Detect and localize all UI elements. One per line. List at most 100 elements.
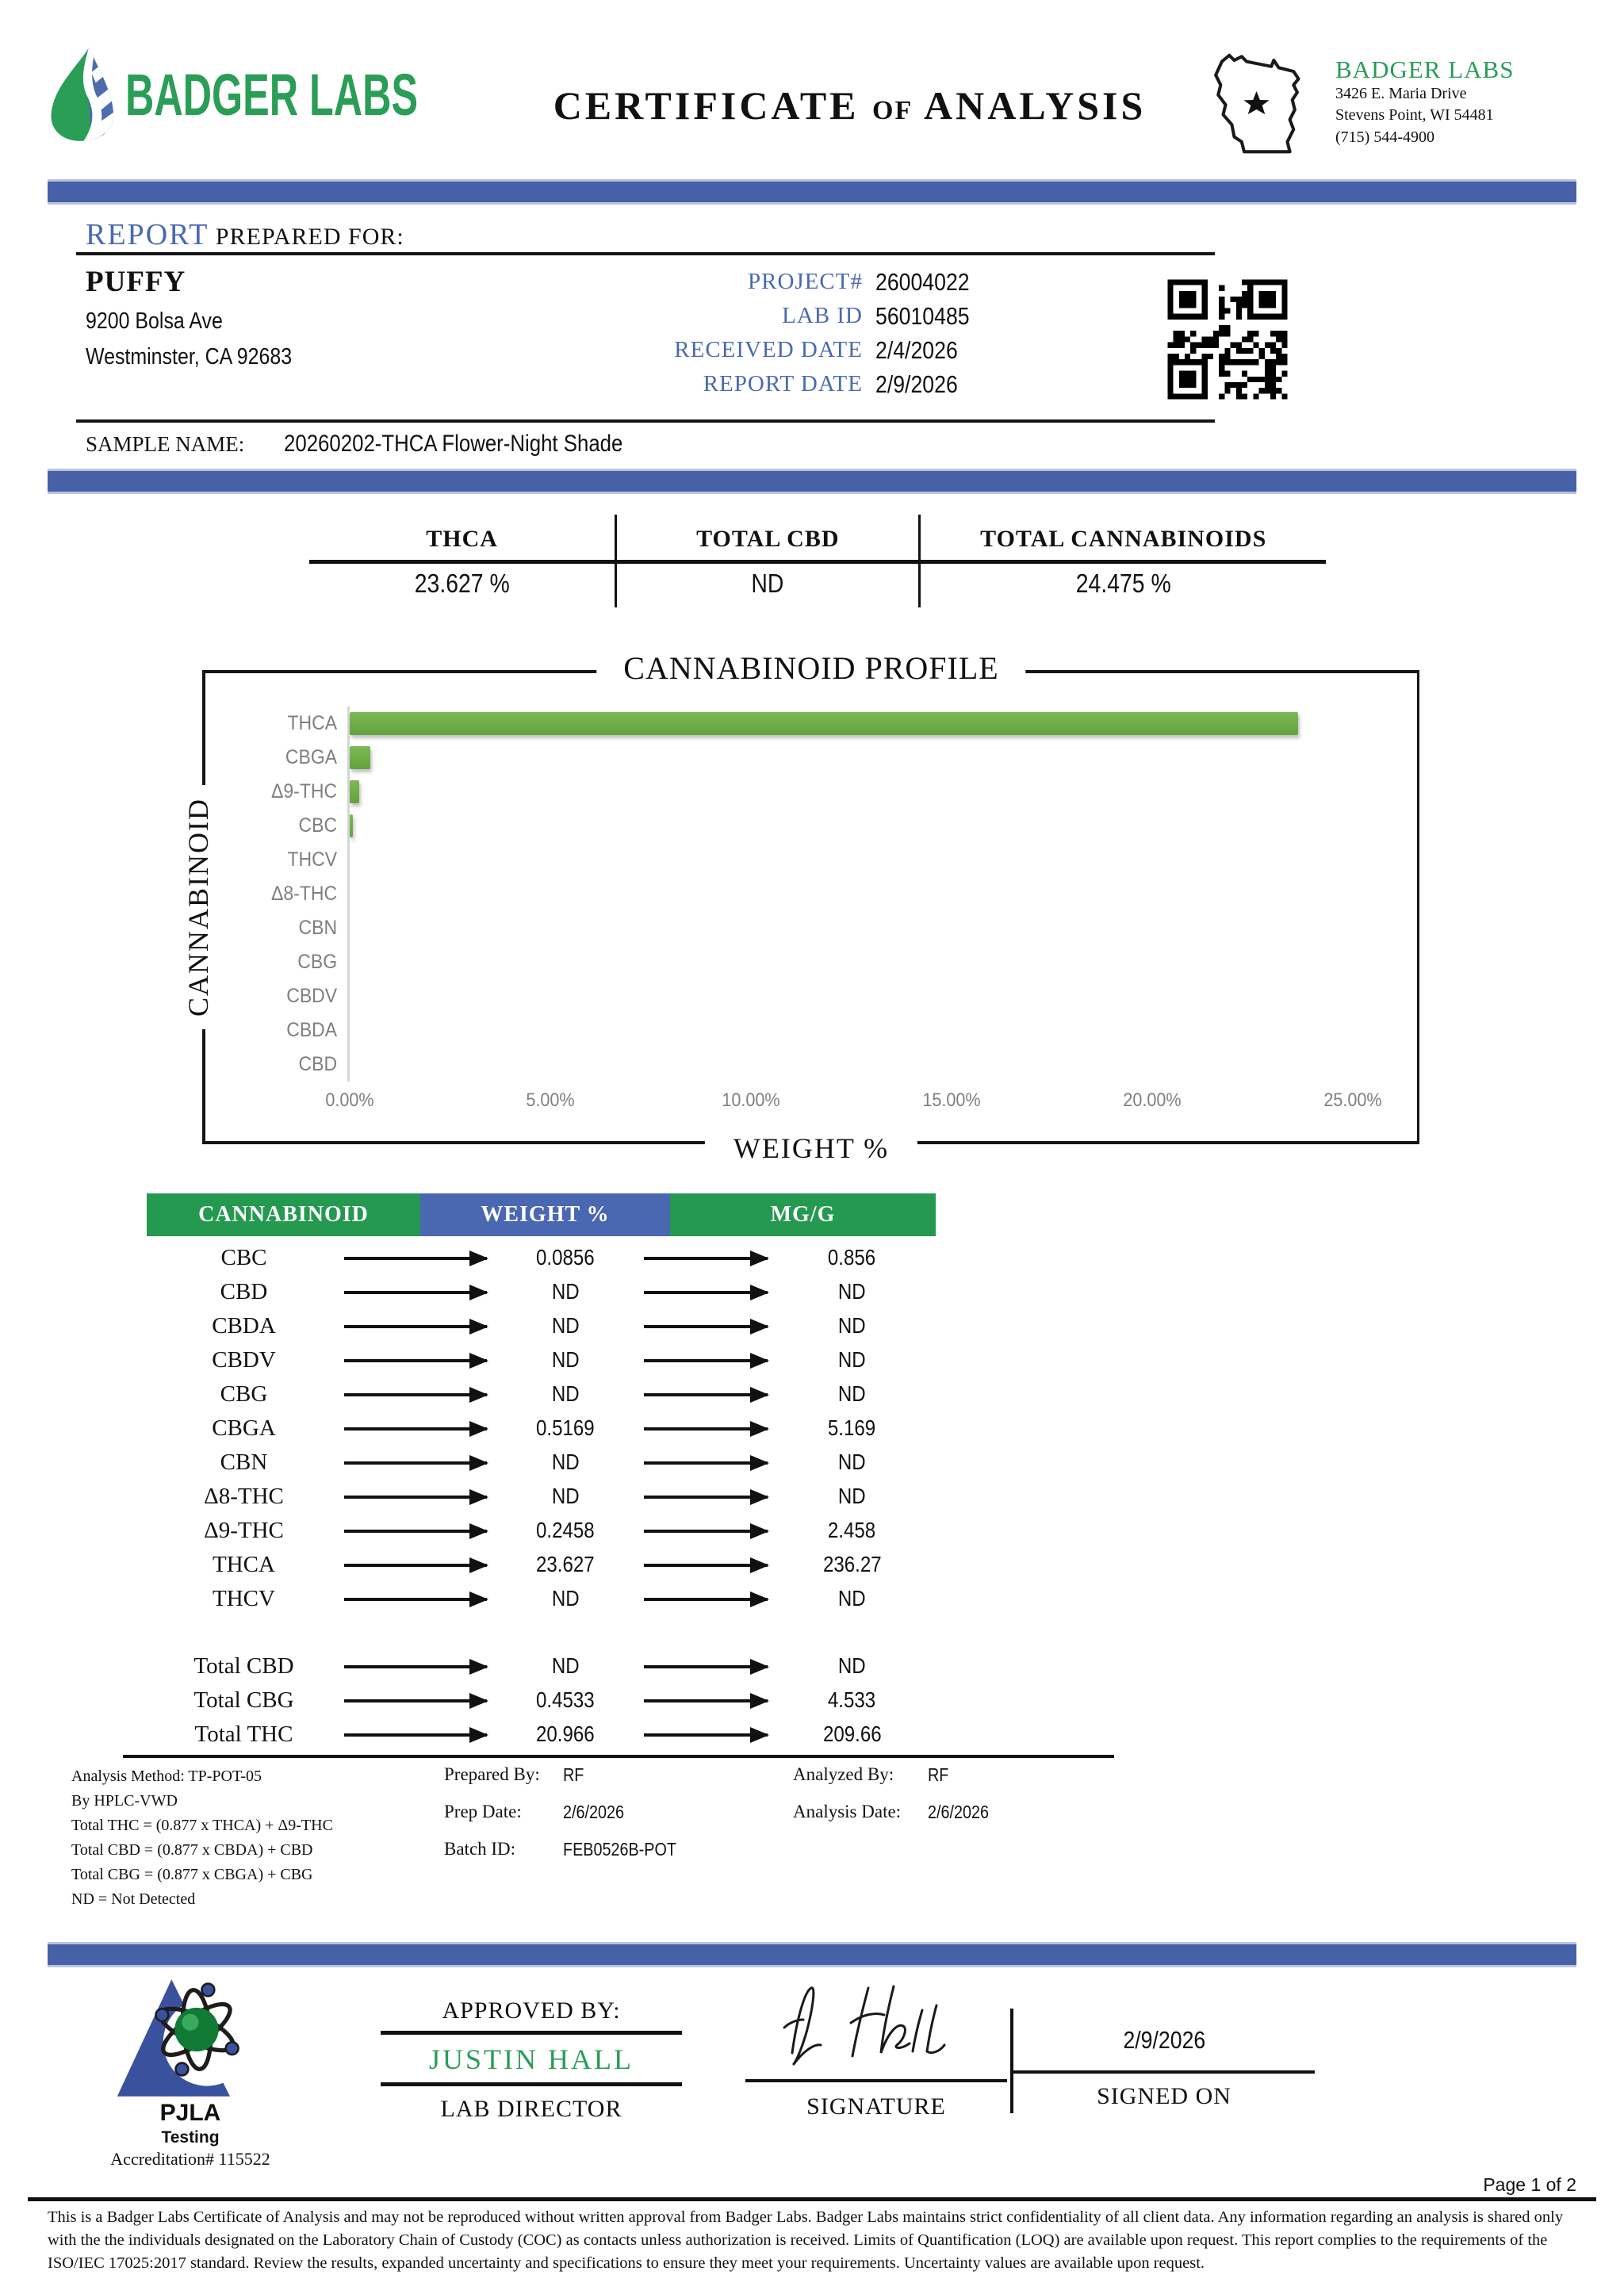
- row-weight: ND: [551, 1450, 580, 1474]
- title-of: of: [872, 96, 914, 125]
- chart-bar: [350, 746, 371, 769]
- row-cannabinoid: THCV: [213, 1586, 275, 1611]
- summary-columns: THCA 23.627 % TOTAL CBD ND TOTAL CANNABINOID…: [309, 515, 1326, 607]
- footnote-line: Total CBD = (0.877 x CBDA) + CBD: [71, 1841, 313, 1859]
- star-icon: [1243, 90, 1270, 115]
- chart-track: [347, 1013, 1353, 1047]
- chart-row: CBN: [205, 911, 1417, 945]
- prep-info: Prepared By: RF Prep Date: 2/6/2026 Batch …: [420, 1764, 793, 1912]
- footnote-line: Analysis Method: TP-POT-05: [71, 1768, 262, 1785]
- chart-row: Δ9-THC: [205, 775, 1417, 809]
- chart-category-label: CBD: [298, 1053, 338, 1075]
- summary-table: THCA 23.627 % TOTAL CBD ND TOTAL CANNABINOID…: [309, 515, 1326, 611]
- chart-track: [347, 1047, 1353, 1082]
- row-cannabinoid: CBDV: [212, 1347, 276, 1373]
- chart-row: Δ8-THC: [205, 877, 1417, 911]
- row-cannabinoid: Total CBD: [193, 1653, 294, 1679]
- row-weight: 0.2458: [536, 1518, 595, 1542]
- client-block: PUFFY 9200 Bolsa Ave Westminster, CA 926…: [48, 263, 530, 415]
- arrow-icon: [344, 1563, 487, 1567]
- arrow-icon: [344, 1495, 487, 1499]
- rule-above-sample: [76, 419, 1215, 423]
- chart-track: [347, 741, 1353, 775]
- row-weight: 20.966: [536, 1722, 595, 1746]
- row-weight: 0.4533: [536, 1687, 595, 1712]
- sample-name-label: SAMPLE NAME:: [86, 432, 245, 456]
- meta-value: 56010485: [875, 301, 970, 330]
- chart-tick-label: 25.00%: [1323, 1090, 1382, 1111]
- lab-phone: (715) 544-4900: [1335, 128, 1434, 146]
- arrow-icon: [644, 1461, 768, 1465]
- chart-row: THCV: [205, 843, 1417, 877]
- analyzed-by-value: RF: [928, 1764, 949, 1785]
- disclaimer-text: This is a Badger Labs Certificate of Ana…: [48, 2208, 1564, 2273]
- table-row: CBGA 0.5169 5.169: [147, 1411, 936, 1446]
- summary-label: TOTAL CANNABINOIDS: [980, 526, 1267, 552]
- lab-address-line1: 3426 E. Maria Drive: [1335, 84, 1467, 102]
- badger-labs-logo: BADGER LABS: [48, 46, 496, 143]
- row-cannabinoid: Total CBG: [193, 1687, 294, 1713]
- meta-label: REPORT DATE: [703, 371, 863, 396]
- prep-date-label: Prep Date:: [444, 1802, 522, 1821]
- meta-label: PROJECT#: [748, 269, 863, 294]
- logo-wordmark: BADGER LABS: [125, 61, 419, 128]
- chart-category-label: Δ8-THC: [271, 883, 338, 905]
- summary-label: TOTAL CBD: [696, 526, 840, 552]
- prepared-by-label: Prepared By:: [444, 1764, 540, 1784]
- divider-bar-3: [48, 1942, 1576, 1967]
- chart-y-axis-label: CANNABINOID: [182, 785, 215, 1029]
- header: BADGER LABS CERTIFICATE of ANALYSIS BADG…: [48, 0, 1576, 171]
- wisconsin-map-icon: [1214, 53, 1300, 154]
- table-row: THCA 23.627 236.27: [147, 1548, 936, 1582]
- chart-track: [347, 945, 1353, 979]
- signature-label: SIGNATURE: [806, 2093, 946, 2120]
- row-cannabinoid: Δ8-THC: [204, 1484, 284, 1509]
- batch-id-value: FEB0526B-POT: [563, 1839, 676, 1859]
- arrow-icon: [644, 1699, 768, 1702]
- table-row: CBDA ND ND: [147, 1309, 936, 1343]
- summary-divider-line: [309, 560, 1326, 564]
- chart-category-label: CBN: [298, 917, 338, 939]
- arrow-icon: [344, 1358, 487, 1362]
- pjla-testing: Testing: [161, 2128, 220, 2147]
- table-body: CBC 0.0856 0.856 CBD ND ND CBDA ND ND CBDV ND ND CBG…: [147, 1241, 936, 1752]
- sample-name-value: 20260202-THCA Flower-Night Shade: [284, 431, 623, 457]
- cannabinoid-data-table: CANNABINOID WEIGHT % MG/G CBC 0.0856 0.856…: [123, 1193, 1114, 1758]
- row-mg: 5.169: [828, 1415, 876, 1440]
- footnote-line: Total CBG = (0.877 x CBGA) + CBG: [71, 1866, 313, 1883]
- approved-by-block: APPROVED BY: JUSTIN HALL LAB DIRECTOR: [365, 1975, 698, 2170]
- leaf-logo-icon: [51, 48, 113, 141]
- arrow-icon: [344, 1699, 487, 1702]
- row-mg: 209.66: [822, 1722, 882, 1746]
- chart-category-label: CBG: [297, 951, 338, 973]
- row-weight: ND: [551, 1586, 580, 1611]
- arrow-icon: [344, 1256, 487, 1260]
- chart-track: [347, 843, 1353, 877]
- arrow-icon: [644, 1358, 768, 1362]
- summary-value: ND: [751, 569, 784, 598]
- chart-category-label: THCV: [287, 848, 338, 871]
- table-row: CBC 0.0856 0.856: [147, 1241, 936, 1275]
- table-header-weight: WEIGHT %: [420, 1193, 670, 1236]
- row-weight: ND: [551, 1381, 580, 1406]
- cannabinoid-profile-chart: CANNABINOID PROFILE CANNABINOID THCA CBGA…: [182, 649, 1419, 1165]
- chart-x-axis-label: WEIGHT %: [704, 1132, 918, 1165]
- arrow-icon: [644, 1495, 768, 1499]
- lab-address-text: BADGER LABS 3426 E. Maria Drive Stevens …: [1329, 49, 1514, 148]
- footer: PJLA Testing Accreditation# 115522 APPRO…: [48, 1975, 1576, 2170]
- arrow-icon: [644, 1597, 768, 1601]
- client-address2: Westminster, CA 92683: [86, 344, 293, 370]
- row-mg: 4.533: [828, 1687, 876, 1712]
- arrow-icon: [344, 1664, 487, 1668]
- row-cannabinoid: CBD: [220, 1279, 268, 1304]
- chart-title: CANNABINOID PROFILE: [596, 649, 1026, 687]
- arrow-icon: [644, 1392, 768, 1396]
- arrow-icon: [644, 1563, 768, 1567]
- meta-value: 26004022: [875, 267, 970, 296]
- analyzed-by-label: Analyzed By:: [793, 1764, 894, 1784]
- chart-tick-label: 10.00%: [722, 1090, 780, 1111]
- row-cannabinoid: Δ9-THC: [204, 1518, 284, 1543]
- table-row: Total CBG 0.4533 4.533: [147, 1683, 936, 1718]
- report-meta: PROJECT# 26004022 LAB ID 56010485 RECEIVED D…: [530, 263, 1085, 415]
- arrow-icon: [644, 1529, 768, 1533]
